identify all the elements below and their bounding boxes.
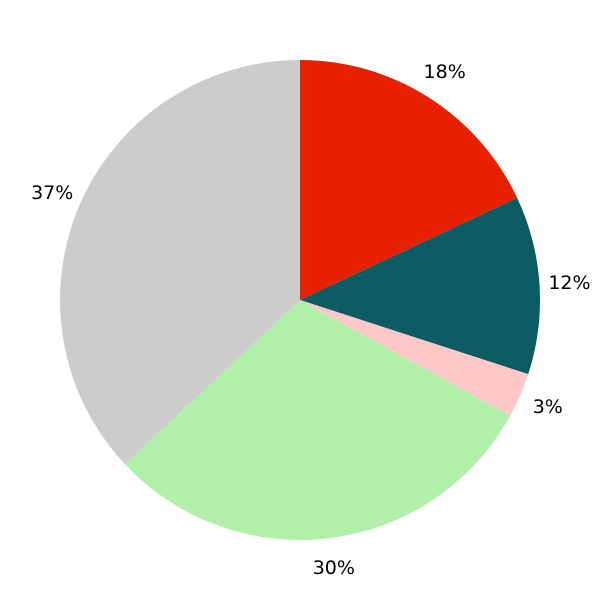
- slice-label-1: 12%: [548, 272, 590, 294]
- slice-label-4: 37%: [31, 182, 73, 204]
- pie-slice-3: [125, 300, 511, 540]
- slice-label-0: 18%: [424, 61, 466, 83]
- slice-label-2: 3%: [533, 396, 563, 418]
- pie-slice-2: [300, 300, 529, 416]
- pie-slice-0: [300, 60, 518, 300]
- pie-slice-1: [300, 197, 540, 375]
- pie-slice-4: [59, 60, 301, 465]
- slice-label-3: 30%: [313, 557, 355, 579]
